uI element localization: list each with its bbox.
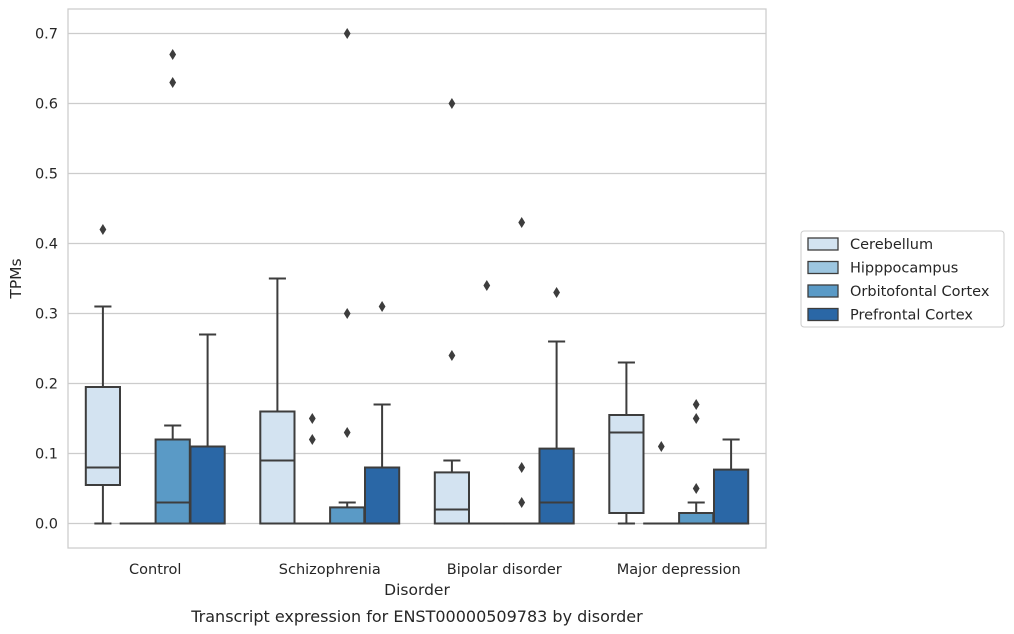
box-body [329,506,366,525]
box-body [538,447,575,525]
box-prefrontal-cortex [189,333,226,525]
y-tick-label: 0.7 [35,27,58,43]
y-tick-label: 0.5 [35,167,58,183]
y-tick-label: 0.4 [35,237,58,253]
outlier-point [448,350,456,361]
legend-swatch [807,284,839,298]
legend-swatch [807,307,839,322]
legend-entry-label: Prefrontal Cortex [850,308,973,324]
outlier-point [553,287,560,298]
box-body [189,445,226,525]
chart-caption: Transcript expression for ENST0000050978… [190,607,643,626]
outlier-point [378,301,386,312]
outlier-point [692,399,700,410]
box-orbitofontal-cortex [154,49,191,525]
x-tick-label: Control [129,562,181,578]
box-body [712,468,750,525]
box-hipppocampus [643,441,680,525]
x-tick-label: Major depression [617,562,741,578]
box-prefrontal-cortex [712,438,750,525]
x-tick-label: Schizophrenia [279,562,381,578]
outlier-point [308,413,316,424]
outlier-point [99,224,107,235]
box-prefrontal-cortex [363,301,401,525]
outlier-point [692,483,700,494]
box-body [608,414,645,514]
y-tick-label: 0.1 [35,447,58,463]
outlier-point [692,413,700,424]
outlier-point [518,462,526,473]
legend-entry-label: Cerebellum [850,237,933,253]
box-orbitofontal-cortex [329,28,366,525]
box-prefrontal-cortex [538,287,575,525]
y-tick-label: 0.3 [35,307,58,323]
x-tick-label: Bipolar disorder [447,562,562,578]
y-tick-label: 0.6 [35,97,58,113]
box-orbitofontal-cortex [678,399,715,525]
legend-entry-label: Hipppocampus [850,261,958,277]
outlier-point [308,434,316,445]
plot-area-frame [67,8,767,549]
y-axis-label: TPMs [7,258,25,299]
box-cerebellum [608,361,645,525]
y-tick-label: 0.0 [35,517,58,533]
y-tick-labels: 0.0 0.1 0.2 0.3 0.4 0.5 0.6 0.7 [35,27,58,533]
outlier-point [448,98,456,109]
outlier-point [343,28,351,39]
legend-swatch [807,237,839,251]
outlier-point [657,441,665,452]
box-body [363,466,401,525]
box-hipppocampus [468,280,505,525]
outlier-point [343,308,351,319]
legend: Cerebellum Hipppocampus Orbitofontal Corte… [800,230,1005,328]
box-body [84,386,122,486]
box-hipppocampus [294,413,331,525]
x-axis-label: Disorder [384,581,450,599]
x-tick-labels: Control Schizophrenia Bipolar disorder Majo… [129,562,741,578]
outlier-point [169,49,177,60]
outlier-point [518,497,526,508]
box-body [433,471,471,525]
outlier-point [518,217,526,228]
box-cerebellum [433,98,471,525]
box-body [259,410,296,525]
box-cerebellum [259,277,296,525]
box-cerebellum [84,224,122,525]
outlier-point [483,280,491,291]
outlier-point [343,427,351,438]
box-body [154,438,191,525]
box-orbitofontal-cortex [503,217,540,525]
legend-frame [800,230,1005,328]
legend-entry-label: Orbitofontal Cortex [850,284,990,300]
outlier-point [169,77,177,88]
box-body [678,512,715,525]
legend-swatch [807,260,839,275]
box-plot-boxes [84,28,750,525]
y-tick-label: 0.2 [35,377,58,393]
